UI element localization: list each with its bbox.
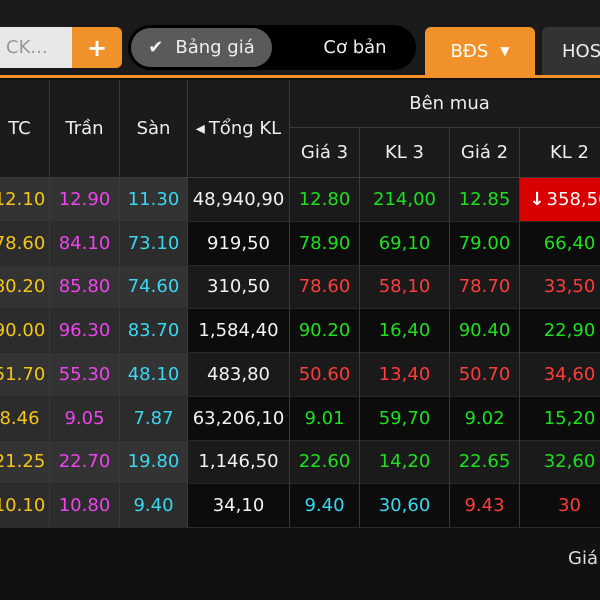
price-cell: 63,206,10 <box>188 396 290 441</box>
price-cell: 80.20 <box>0 265 50 310</box>
group-label: BĐS <box>450 40 489 62</box>
price-cell: 10.10 <box>0 484 50 528</box>
price-cell: 90.00 <box>0 309 50 353</box>
price-cell: 9.05 <box>50 396 120 441</box>
price-cell: 50.70 <box>450 353 520 397</box>
price-cell: 34,10 <box>188 484 290 528</box>
price-cell: 1,584,40 <box>188 309 290 353</box>
price-cell: 73.10 <box>120 221 188 266</box>
price-cell: 84.10 <box>50 221 120 266</box>
price-cell: 51.70 <box>0 353 50 397</box>
column-header: Giá 2 <box>450 128 520 178</box>
price-cell: 22.65 <box>450 440 520 485</box>
group-header: Bên mua <box>290 80 600 128</box>
tab[interactable]: Cơ bản <box>323 37 387 58</box>
price-cell: 96.30 <box>50 309 120 353</box>
price-cell: 90.40 <box>450 309 520 353</box>
price-cell: 12.85 <box>450 178 520 222</box>
price-cell: 85.80 <box>50 265 120 310</box>
tab-selected[interactable]: ✔ Bảng giá <box>131 28 272 67</box>
price-cell: 9.02 <box>450 396 520 441</box>
check-icon: ✔ <box>148 37 164 58</box>
price-cell: 15,20 <box>520 396 600 441</box>
price-cell: 10.80 <box>50 484 120 528</box>
price-cell: 483,80 <box>188 353 290 397</box>
price-cell: 19.80 <box>120 440 188 485</box>
price-cell: 66,40 <box>520 221 600 266</box>
price-cell: 59,70 <box>360 396 450 441</box>
group-dropdown[interactable]: BĐS ▼ <box>425 27 535 75</box>
footer-label: Giá <box>568 548 598 569</box>
price-cell: 50.60 <box>290 353 360 397</box>
price-cell: 12.90 <box>50 178 120 222</box>
price-cell: 1,146,50 <box>188 440 290 485</box>
price-cell: 78.70 <box>450 265 520 310</box>
price-cell: 919,50 <box>188 221 290 266</box>
price-cell: 13,40 <box>360 353 450 397</box>
price-cell: 48.10 <box>120 353 188 397</box>
price-cell: 30,60 <box>360 484 450 528</box>
price-cell: 9.40 <box>290 484 360 528</box>
price-cell: 8.46 <box>0 396 50 441</box>
price-cell: 22,90 <box>520 309 600 353</box>
price-cell: 22.70 <box>50 440 120 485</box>
price-cell: 9.43 <box>450 484 520 528</box>
price-cell: 79.00 <box>450 221 520 266</box>
column-header: ◂ Tổng KL <box>188 80 290 178</box>
price-cell: 9.01 <box>290 396 360 441</box>
price-cell: 48,940,90 <box>188 178 290 222</box>
price-cell: 32,60 <box>520 440 600 485</box>
price-cell: 214,00 <box>360 178 450 222</box>
column-header: KL 3 <box>360 128 450 178</box>
price-cell: 74.60 <box>120 265 188 310</box>
price-cell: 33,50 <box>520 265 600 310</box>
column-header: TC <box>0 80 50 178</box>
price-cell: 358,50 <box>520 178 600 222</box>
tab-label: Bảng giá <box>175 37 255 58</box>
price-cell: 55.30 <box>50 353 120 397</box>
price-cell: 12.10 <box>0 178 50 222</box>
price-cell: 30 <box>520 484 600 528</box>
price-cell: 14,20 <box>360 440 450 485</box>
search-input[interactable]: CK... <box>0 27 74 68</box>
column-header: Giá 3 <box>290 128 360 178</box>
caret-icon: ▼ <box>500 44 510 58</box>
price-cell: 16,40 <box>360 309 450 353</box>
price-cell: 7.87 <box>120 396 188 441</box>
price-cell: 21.25 <box>0 440 50 485</box>
price-cell: 34,60 <box>520 353 600 397</box>
add-button[interactable]: + <box>72 27 122 68</box>
price-cell: 78.90 <box>290 221 360 266</box>
column-header: Trần <box>50 80 120 178</box>
exchange-tab[interactable]: HOS <box>542 27 600 75</box>
price-cell: 78.60 <box>290 265 360 310</box>
price-cell: 310,50 <box>188 265 290 310</box>
sort-icon[interactable]: ◂ <box>195 118 205 139</box>
price-cell: 12.80 <box>290 178 360 222</box>
column-header: Sàn <box>120 80 188 178</box>
price-cell: 58,10 <box>360 265 450 310</box>
price-cell: 83.70 <box>120 309 188 353</box>
price-cell: 69,10 <box>360 221 450 266</box>
price-cell: 9.40 <box>120 484 188 528</box>
price-cell: 22.60 <box>290 440 360 485</box>
price-cell: 90.20 <box>290 309 360 353</box>
price-cell: 11.30 <box>120 178 188 222</box>
column-header: KL 2 <box>520 128 600 178</box>
price-cell: 78.60 <box>0 221 50 266</box>
